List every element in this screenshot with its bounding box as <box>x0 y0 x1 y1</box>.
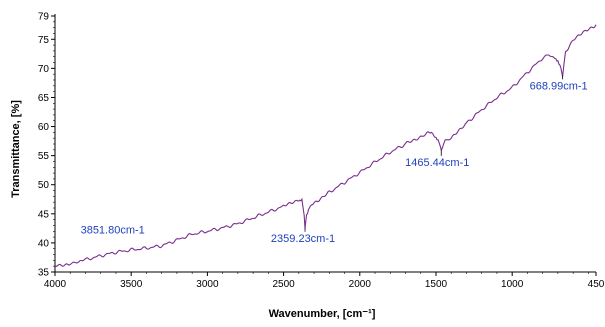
y-tick-label: 55 <box>38 151 50 162</box>
y-tick-label: 50 <box>38 180 50 191</box>
y-tick-label: 35 <box>38 268 50 279</box>
x-tick-label: 1000 <box>501 279 524 290</box>
y-tick-label: 75 <box>38 35 50 46</box>
peak-annotation-label: 668.99cm-1 <box>530 80 588 92</box>
axes-layer: 35 40 45 50 55 60 65 70 75 79 4000 3500 3000 2500 2000… <box>38 12 605 291</box>
peak-annotation-label: 3851.80cm-1 <box>81 225 145 237</box>
y-axis-label: Transmittance, [%] <box>10 100 22 198</box>
x-tick-label: 2500 <box>272 279 295 290</box>
x-tick-label: 2000 <box>349 279 372 290</box>
series-line-0 <box>54 24 597 268</box>
x-tick-label: 4000 <box>44 279 67 290</box>
y-tick-label: 79 <box>38 12 50 23</box>
y-tick-label: 70 <box>38 64 50 75</box>
x-tick-label: 450 <box>588 279 605 290</box>
annotation-layer: 3851.80cm-1 2359.23cm-1 1465.44cm-1 668.99c… <box>81 75 588 245</box>
y-tick-label: 60 <box>38 122 50 133</box>
x-tick-label: 1500 <box>425 279 448 290</box>
x-tick-label: 3000 <box>196 279 219 290</box>
y-tick-label: 40 <box>38 238 50 249</box>
peak-annotation-label: 2359.23cm-1 <box>271 233 335 245</box>
series-layer <box>54 24 597 268</box>
x-axis-label: Wavenumber, [cm⁻¹] <box>269 308 376 320</box>
x-tick-label: 3500 <box>120 279 143 290</box>
y-tick-label: 45 <box>38 209 50 220</box>
peak-annotation-label: 1465.44cm-1 <box>405 157 469 169</box>
y-tick-label: 65 <box>38 93 50 104</box>
